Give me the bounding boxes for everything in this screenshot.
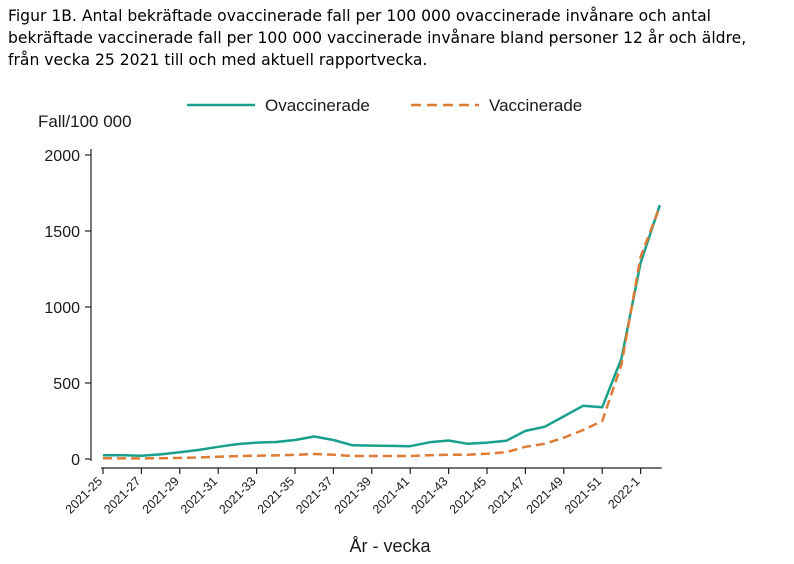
x-tick-label: 2021-45 [447,474,489,516]
x-axis: 2021-252021-272021-292021-312021-332021-… [63,467,662,517]
y-tick-label: 2000 [44,148,80,165]
x-axis-title: År - vecka [349,536,431,556]
x-tick-label: 2021-49 [524,474,566,516]
x-tick-label: 2021-37 [293,474,335,516]
x-tick-label: 2021-31 [178,474,220,516]
chart-background [6,86,734,564]
y-tick-label: 1000 [44,300,80,317]
x-tick-label: 2021-41 [370,474,412,516]
x-tick-label: 2021-47 [485,474,527,516]
caption-line-2: bekräftade vaccinerade fall per 100 000 … [8,29,747,47]
x-tick-label: 2021-27 [101,474,143,516]
legend: Ovaccinerade Vaccinerade [187,96,582,115]
x-tick-label: 2021-29 [140,474,182,516]
series-line-vaccinerade [102,206,661,460]
y-tick-label: 500 [53,376,80,393]
x-tick-label: 2021-33 [216,474,258,516]
series-line-ovaccinerade [103,204,661,457]
legend-label-ovaccinerade: Ovaccinerade [265,96,370,115]
x-tick-label: 2021-43 [408,474,450,516]
caption-line-1: Figur 1B. Antal bekräftade ovaccinerade … [8,7,711,25]
figure-caption: Figur 1B. Antal bekräftade ovaccinerade … [8,5,788,71]
legend-label-vaccinerade: Vaccinerade [489,96,582,115]
y-axis-title: Fall/100 000 [38,112,132,131]
x-tick-label: 2021-39 [332,474,374,516]
series-layer [102,204,661,460]
caption-line-3: från vecka 25 2021 till och med aktuell … [8,51,428,69]
x-tick-label: 2021-25 [63,474,105,516]
y-tick-label: 1500 [44,224,80,241]
x-tick-label: 2021-51 [562,474,604,516]
x-tick-label: 2021-35 [255,474,297,516]
y-tick-label: 0 [71,452,80,469]
x-tick-label: 2022-1 [605,474,642,511]
y-axis: 0 500 1000 1500 2000 [44,148,92,469]
